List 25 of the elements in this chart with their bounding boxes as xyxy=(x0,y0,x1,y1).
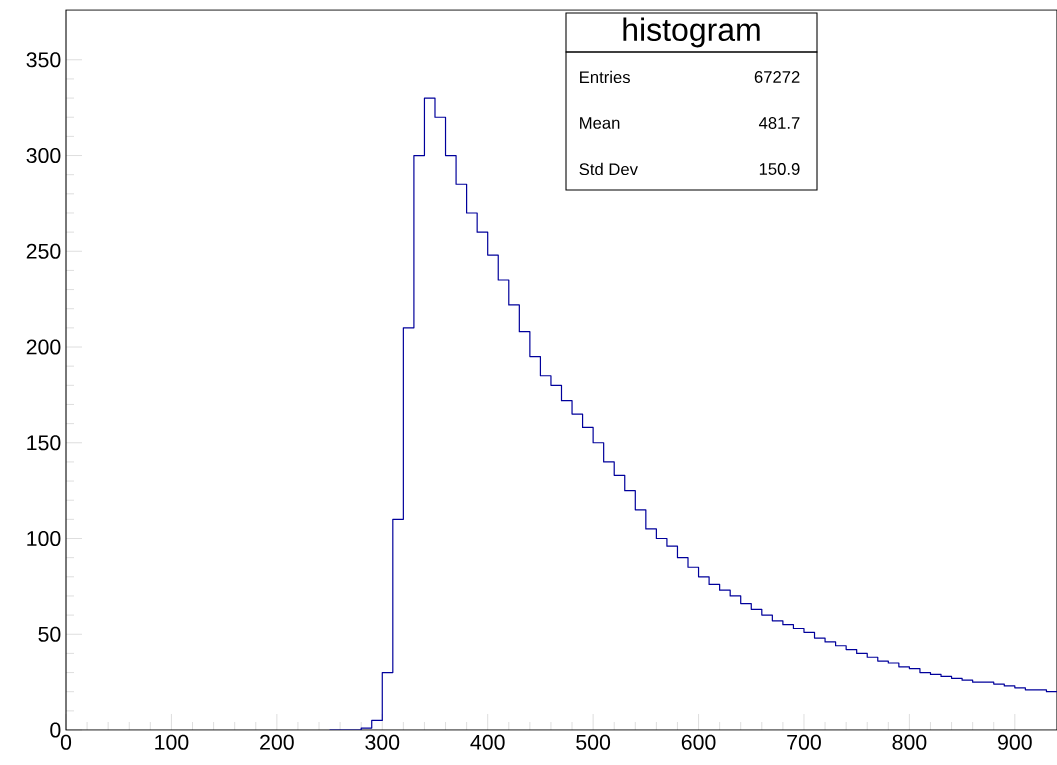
annotation: Entries xyxy=(580,70,630,84)
x-tick-label: 400 xyxy=(470,734,505,750)
y-tick-label: 250 xyxy=(26,243,61,259)
y-tick-label: 300 xyxy=(26,147,61,164)
x-tick-label: 700 xyxy=(787,734,821,750)
annotation: 67272 xyxy=(754,71,800,83)
x-tick-label: 0 xyxy=(60,734,72,750)
x-tick-label: 100 xyxy=(155,734,189,750)
x-tick-label: 600 xyxy=(681,734,716,750)
annotation: 150.9 xyxy=(759,163,800,175)
y-tick-label: 0 xyxy=(50,722,61,738)
y-tick-label: 150 xyxy=(27,435,61,451)
x-tick-label: 500 xyxy=(576,734,611,750)
y-tick-label: 200 xyxy=(26,339,61,355)
y-tick-label: 50 xyxy=(38,626,61,642)
annotation: Mean xyxy=(580,117,620,129)
annotation: 481.7 xyxy=(758,117,800,129)
chart-title: histogram xyxy=(623,17,760,48)
x-tick-label: 200 xyxy=(260,734,294,750)
x-tick-label: 800 xyxy=(892,734,927,750)
annotation: Std Dev xyxy=(579,162,638,176)
y-tick-label: 350 xyxy=(26,52,61,68)
x-tick-label: 900 xyxy=(998,734,1032,750)
x-tick-label: 300 xyxy=(365,734,400,750)
y-tick-label: 100 xyxy=(27,530,61,547)
